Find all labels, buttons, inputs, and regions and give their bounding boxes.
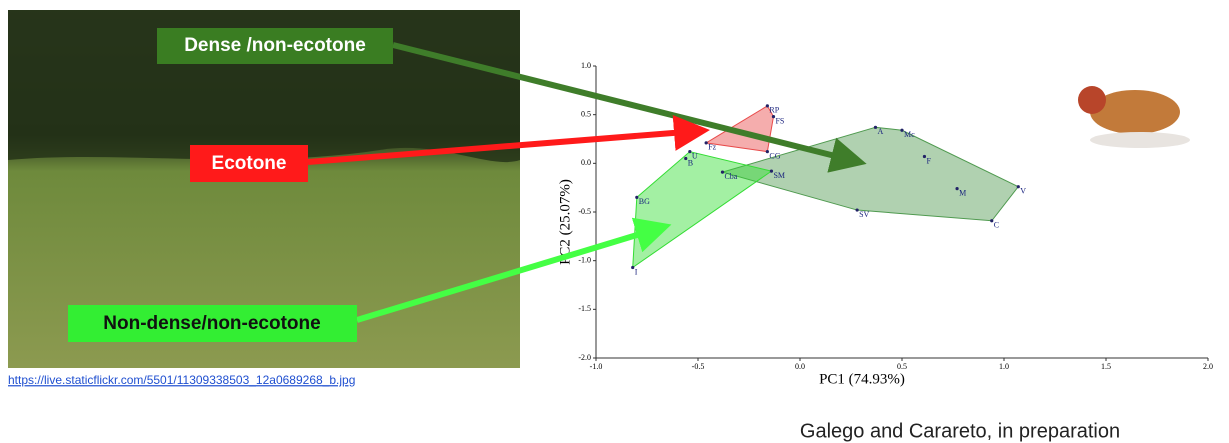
point-label: C	[994, 221, 999, 230]
x-tick-label: 0.5	[897, 362, 907, 371]
group-label: Non-dense/non-ecotone	[103, 313, 320, 334]
point-label: V	[1020, 187, 1026, 196]
fly-head	[1078, 86, 1106, 114]
point-label: Mc	[904, 130, 915, 139]
group-label: Dense /non-ecotone	[184, 35, 366, 56]
y-tick-label: -0.5	[578, 207, 591, 216]
image-source[interactable]: https://live.staticflickr.com/5501/11309…	[8, 373, 355, 387]
x-tick-label: 0.0	[795, 362, 805, 371]
x-tick-label: -1.0	[590, 362, 603, 371]
point-label: F	[926, 156, 931, 165]
x-tick-label: 2.0	[1203, 362, 1213, 371]
point-label: Fz	[708, 143, 716, 152]
fly-shadow	[1090, 132, 1190, 148]
slide-canvas: https://live.staticflickr.com/5501/11309…	[0, 0, 1229, 443]
citation: Galego and Carareto, in preparation	[800, 420, 1120, 442]
point-label: SM	[773, 171, 785, 180]
x-tick-label: 1.0	[999, 362, 1009, 371]
y-tick-label: -1.5	[578, 304, 591, 313]
y-tick-label: 0.0	[581, 158, 591, 167]
y-tick-label: -2.0	[578, 353, 591, 362]
point-label: A	[877, 127, 883, 136]
y-tick-label: -1.0	[578, 255, 591, 264]
point-label: FS	[775, 116, 784, 125]
point-label: RP	[769, 106, 779, 115]
x-tick-label: -0.5	[692, 362, 705, 371]
point-label: Cba	[724, 172, 737, 181]
point-label: B	[688, 158, 693, 167]
group-label: Ecotone	[212, 153, 287, 174]
point-label: SV	[859, 210, 869, 219]
point-label: BG	[639, 197, 650, 206]
group-hull	[633, 152, 772, 268]
point-label: M	[959, 188, 966, 197]
x-tick-label: 1.5	[1101, 362, 1111, 371]
point-label: I	[635, 267, 638, 276]
y-tick-label: 0.5	[581, 109, 591, 118]
y-tick-label: 1.0	[581, 61, 591, 70]
slide: https://live.staticflickr.com/5501/11309…	[0, 0, 1229, 443]
x-axis-label: PC1 (74.93%)	[819, 371, 905, 387]
point-label: CG	[769, 151, 780, 160]
